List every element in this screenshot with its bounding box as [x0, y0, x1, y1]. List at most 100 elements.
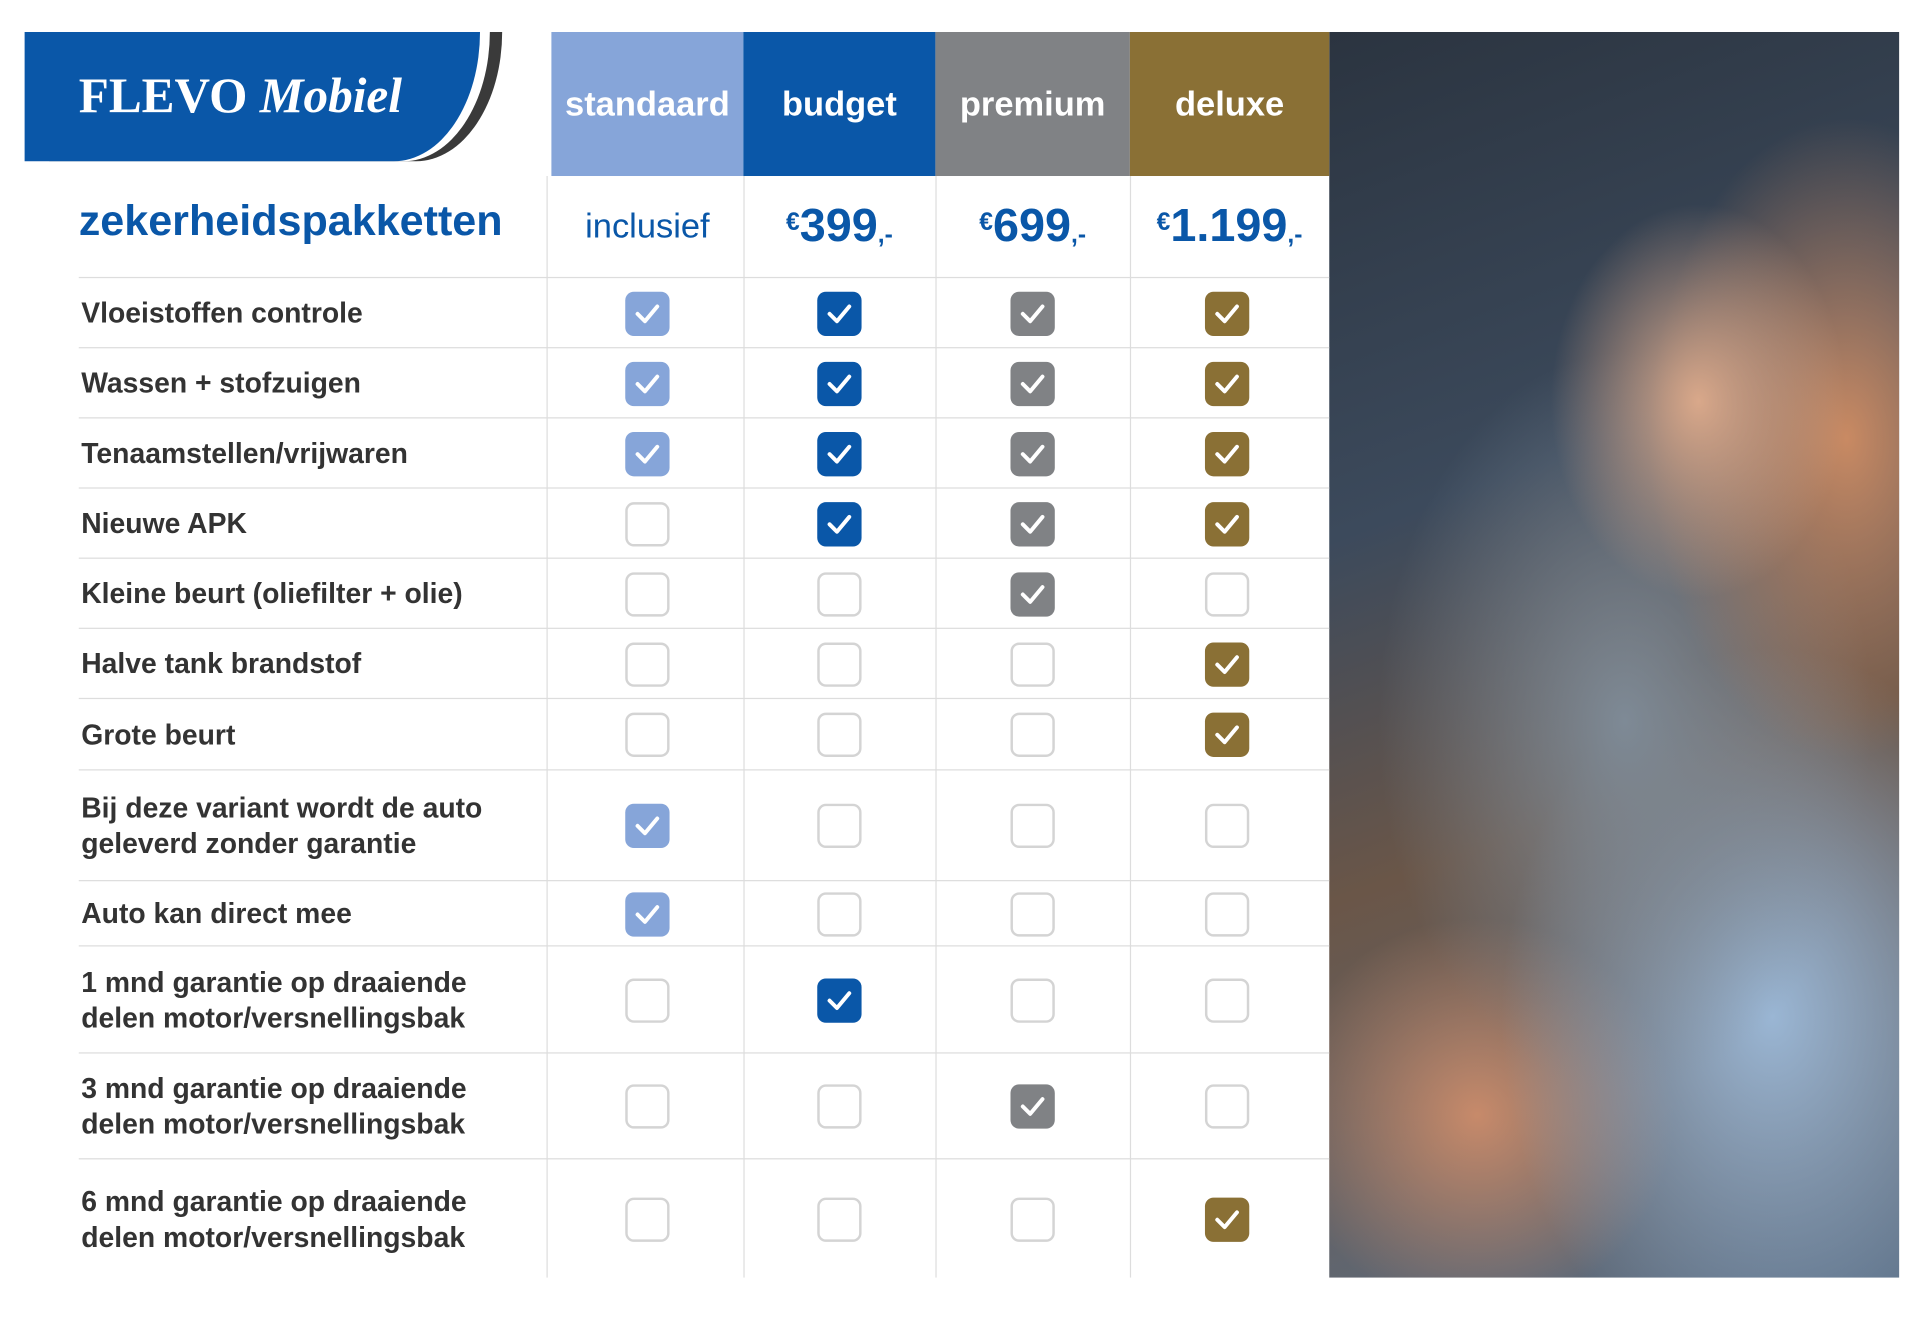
checkbox-premium-checked — [1010, 1084, 1055, 1129]
check-icon — [1020, 303, 1045, 323]
check-icon — [1020, 584, 1045, 604]
package-price-deluxe: €1.199 ,- — [1130, 176, 1329, 277]
currency-symbol: € — [1156, 208, 1171, 236]
currency-symbol: € — [979, 208, 993, 236]
feature-row: Bij deze variant wordt de auto geleverd … — [78, 769, 1330, 881]
feature-row: Kleine beurt (oliefilter + olie) — [78, 557, 1330, 629]
checkbox-standaard-unchecked — [625, 1084, 670, 1129]
checkbox-premium-unchecked — [1010, 977, 1055, 1023]
checkbox-deluxe-checked — [1204, 291, 1250, 336]
check-icon — [1020, 374, 1045, 393]
checkbox-deluxe-checked — [1204, 1196, 1250, 1242]
package-header-standaard: standaard — [551, 32, 744, 177]
check-icon — [1215, 374, 1239, 393]
checkbox-premium-checked — [1010, 571, 1055, 617]
feature-row: Grote beurt — [78, 697, 1330, 771]
column-divider — [546, 176, 548, 1278]
check-icon — [635, 374, 660, 393]
price-value: 399 — [799, 200, 878, 252]
price-suffix: ,- — [877, 221, 893, 249]
checkbox-standaard-unchecked — [625, 641, 670, 687]
checkbox-standaard-unchecked — [625, 1196, 670, 1242]
check-icon — [635, 444, 660, 463]
feature-label: Auto kan direct mee — [81, 897, 352, 930]
check-icon — [1020, 444, 1045, 463]
couple-in-car-photo — [1329, 32, 1900, 1278]
column-divider — [1129, 176, 1132, 1278]
checkbox-deluxe-checked — [1204, 501, 1250, 546]
package-price-standaard: inclusief — [551, 176, 743, 277]
checkbox-deluxe-checked — [1204, 431, 1250, 476]
feature-label: Nieuwe APK — [81, 507, 247, 540]
check-icon — [827, 374, 852, 393]
package-header-premium: premium — [935, 32, 1130, 177]
feature-row: 6 mnd garantie op draaiende delen motor/… — [78, 1158, 1330, 1279]
checkbox-budget-checked — [817, 501, 862, 546]
checkbox-standaard-checked — [625, 361, 670, 406]
checkbox-budget-checked — [817, 431, 862, 476]
price-label: inclusief — [585, 206, 710, 245]
checkbox-deluxe-unchecked — [1204, 803, 1250, 849]
feature-label: 1 mnd garantie op draaiende delen motor/… — [81, 965, 467, 1034]
feature-row: Auto kan direct mee — [78, 880, 1330, 946]
checkbox-standaard-unchecked — [625, 501, 670, 546]
feature-label: Grote beurt — [81, 718, 236, 751]
checkbox-standaard-unchecked — [625, 571, 670, 617]
checkbox-standaard-unchecked — [625, 977, 670, 1023]
checkbox-standaard-checked — [625, 291, 670, 336]
checkbox-deluxe-unchecked — [1204, 571, 1250, 617]
check-icon — [827, 514, 852, 534]
checkbox-budget-checked — [817, 361, 862, 406]
checkbox-deluxe-unchecked — [1204, 891, 1250, 937]
feature-label: Bij deze variant wordt de auto geleverd … — [81, 791, 483, 860]
checkbox-premium-checked — [1010, 361, 1055, 406]
checkbox-deluxe-checked — [1204, 361, 1250, 406]
feature-label: Wassen + stofzuigen — [81, 366, 361, 399]
check-icon — [1020, 514, 1045, 534]
logo-text-flevo: FLEVO — [78, 67, 248, 124]
feature-label: 6 mnd garantie op draaiende delen motor/… — [81, 1184, 467, 1253]
package-price-premium: €699 ,- — [935, 176, 1129, 277]
check-icon — [635, 816, 660, 836]
checkbox-budget-unchecked — [817, 1084, 862, 1129]
column-divider — [935, 176, 937, 1278]
check-icon — [827, 303, 852, 323]
feature-row: Nieuwe APK — [78, 487, 1330, 558]
price-suffix: ,- — [1287, 221, 1303, 249]
feature-row: Halve tank brandstof — [78, 627, 1330, 699]
check-icon — [1215, 444, 1239, 463]
package-header-budget: budget — [743, 32, 936, 177]
page-title: zekerheidspakketten — [78, 196, 503, 245]
checkbox-premium-unchecked — [1010, 641, 1055, 687]
feature-label: Kleine beurt (oliefilter + olie) — [81, 577, 463, 610]
checkbox-standaard-checked — [625, 891, 670, 937]
price-value: 1.199 — [1170, 200, 1288, 252]
checkbox-deluxe-unchecked — [1204, 977, 1250, 1023]
feature-label: 3 mnd garantie op draaiende delen motor/… — [81, 1072, 467, 1140]
feature-label: Vloeistoffen controle — [81, 296, 363, 329]
checkbox-deluxe-unchecked — [1204, 1084, 1250, 1129]
checkbox-premium-checked — [1010, 431, 1055, 476]
check-icon — [1215, 654, 1239, 674]
checkbox-budget-unchecked — [817, 712, 862, 757]
checkbox-premium-unchecked — [1010, 803, 1055, 849]
checkbox-budget-unchecked — [817, 641, 862, 687]
checkbox-premium-unchecked — [1010, 891, 1055, 937]
check-icon — [827, 990, 852, 1010]
checkbox-premium-unchecked — [1010, 712, 1055, 757]
checkbox-premium-unchecked — [1010, 1196, 1055, 1242]
checkbox-deluxe-checked — [1204, 712, 1250, 757]
package-header-deluxe: deluxe — [1129, 32, 1330, 177]
checkbox-standaard-unchecked — [625, 712, 670, 757]
check-icon — [1020, 1097, 1045, 1116]
checkbox-budget-checked — [817, 291, 862, 336]
price-value: 699 — [992, 200, 1071, 252]
check-icon — [1215, 1209, 1239, 1229]
checkbox-budget-checked — [817, 977, 862, 1023]
check-icon — [635, 904, 660, 924]
check-icon — [635, 303, 660, 323]
checkbox-budget-unchecked — [817, 803, 862, 849]
currency-symbol: € — [786, 208, 800, 236]
checkbox-standaard-checked — [625, 803, 670, 849]
